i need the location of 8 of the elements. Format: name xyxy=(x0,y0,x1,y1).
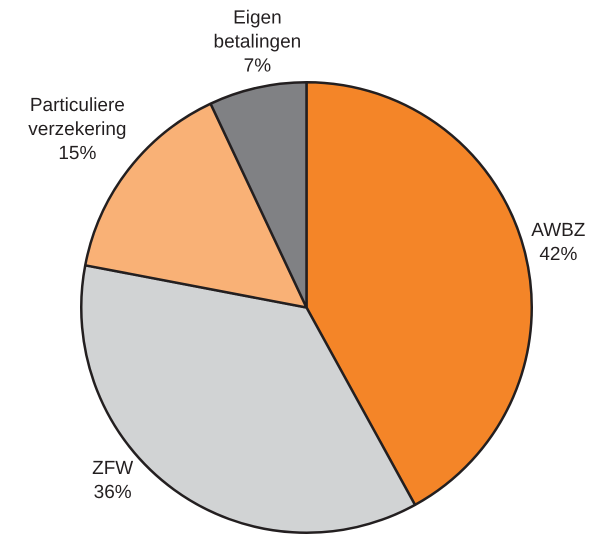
data-label: 15% xyxy=(58,142,96,164)
slice-label: ZFW xyxy=(92,458,134,480)
slice-label: AWBZ xyxy=(531,220,586,242)
slice-label: Particuliere verzekering xyxy=(28,94,126,140)
slice-label: Eigen betalingen xyxy=(214,8,302,53)
data-label: 36% xyxy=(94,482,132,504)
data-label: 7% xyxy=(244,56,272,77)
data-label: 42% xyxy=(539,244,578,266)
